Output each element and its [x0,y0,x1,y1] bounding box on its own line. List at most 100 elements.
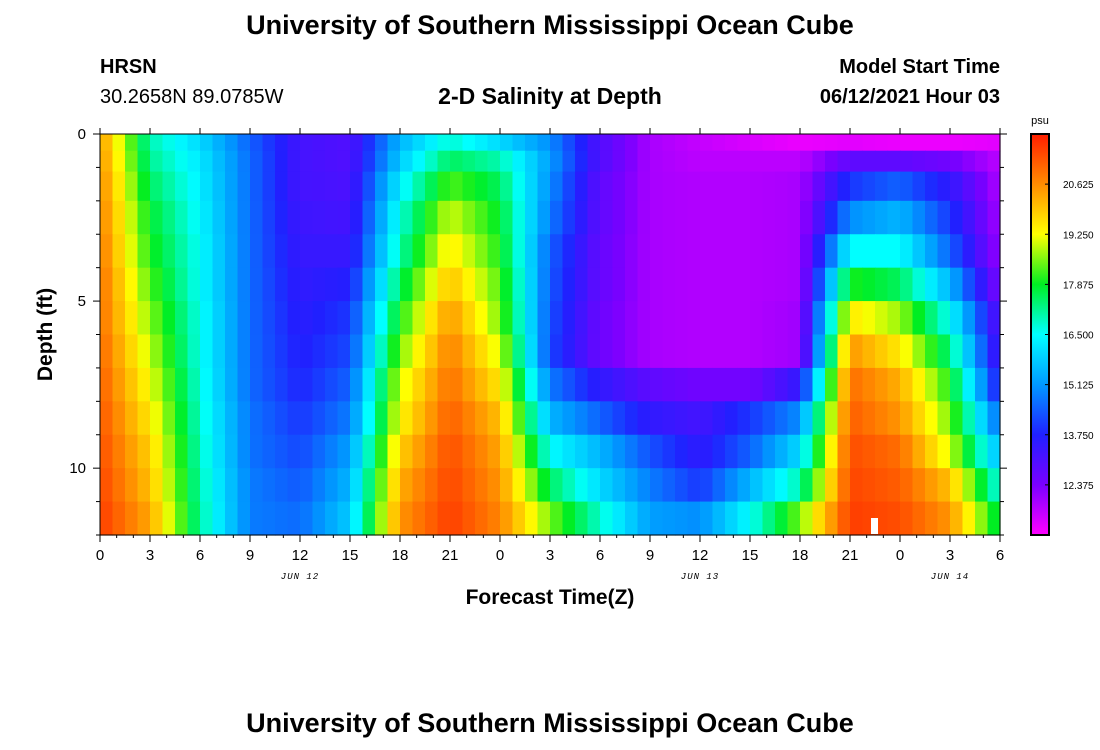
heatmap-cell [775,267,789,302]
heatmap-cell [325,267,339,302]
heatmap-cell [887,301,901,336]
heatmap-cell [600,234,614,269]
heatmap-cell [112,301,126,336]
heatmap-cell [737,334,751,369]
heatmap-cell [187,334,201,369]
heatmap-cell [187,171,201,202]
heatmap-cell [212,434,226,469]
heatmap-cell [862,200,876,235]
heatmap-cell [200,134,214,152]
heatmap-cell [587,134,601,152]
heatmap-cell [975,301,989,336]
date-label: JUN 13 [681,572,719,582]
heatmap-cell [312,134,326,152]
heatmap-cell [125,367,139,402]
heatmap-cell [112,171,126,202]
heatmap-cell [350,501,364,536]
heatmap-cell [225,301,239,336]
heatmap-cell [212,367,226,402]
heatmap-cell [650,434,664,469]
heatmap-cell [162,501,176,536]
heatmap-cell [912,367,926,402]
heatmap-cell [462,171,476,202]
heatmap-cell [800,434,814,469]
heatmap-cell [462,468,476,503]
heatmap-cell [550,200,564,235]
heatmap-cell [637,334,651,369]
heatmap-cell [537,150,551,173]
heatmap-cell [762,267,776,302]
heatmap-cell [687,301,701,336]
heatmap-cell [525,171,539,202]
heatmap-cell [412,134,426,152]
heatmap-cell [187,150,201,173]
heatmap-cell [700,367,714,402]
heatmap-cell [900,468,914,503]
heatmap-cell [225,468,239,503]
heatmap-cell [825,301,839,336]
heatmap-cell [662,200,676,235]
heatmap-cell [837,234,851,269]
heatmap-cell [962,267,976,302]
heatmap-cell [575,468,589,503]
heatmap-cell [500,434,514,469]
heatmap-cell [987,501,1001,536]
heatmap-cell [100,434,114,469]
heatmap-cell [500,468,514,503]
heatmap-cell [725,134,739,152]
heatmap-cell [250,267,264,302]
heatmap-cell [100,401,114,436]
heatmap-cell [525,200,539,235]
heatmap-cell [787,134,801,152]
heatmap-cell [300,367,314,402]
heatmap-cell [237,501,251,536]
heatmap-cell [825,150,839,173]
heatmap-cell [175,301,189,336]
heatmap-cell [112,334,126,369]
heatmap-cell [700,150,714,173]
heatmap-cell [137,200,151,235]
heatmap-cell [762,468,776,503]
heatmap-cell [637,200,651,235]
heatmap-cell [387,434,401,469]
heatmap-cell [712,334,726,369]
heatmap-cell [812,434,826,469]
heatmap-cell [450,150,464,173]
x-tick-label: 6 [596,547,604,564]
heatmap-cell [687,434,701,469]
heatmap-cell [462,367,476,402]
heatmap-cell [800,171,814,202]
heatmap-cell [212,171,226,202]
heatmap-cell [437,401,451,436]
heatmap-cell [175,200,189,235]
heatmap-cell [212,134,226,152]
heatmap-cell [875,234,889,269]
heatmap-cell [262,301,276,336]
heatmap-cell [662,234,676,269]
heatmap-cell [975,434,989,469]
heatmap-cell [412,334,426,369]
heatmap-cell [762,200,776,235]
x-tick-label: 6 [996,547,1004,564]
heatmap-cell [962,301,976,336]
heatmap-cell [487,501,501,536]
heatmap-cell [537,234,551,269]
colorbar-tick-label: 17.875 [1063,280,1094,291]
x-tick-label: 15 [742,547,759,564]
heatmap-cell [250,200,264,235]
heatmap-cell [812,301,826,336]
heatmap-cell [125,267,139,302]
heatmap-cell [200,200,214,235]
heatmap-cell [750,150,764,173]
heatmap-cell [200,401,214,436]
heatmap-cell [787,468,801,503]
heatmap-cell [700,401,714,436]
heatmap-cell [587,468,601,503]
heatmap-cell [200,234,214,269]
heatmap-cell [937,200,951,235]
heatmap-cell [687,150,701,173]
heatmap-cell [425,134,439,152]
heatmap-cell [200,501,214,536]
heatmap-cell [737,468,751,503]
